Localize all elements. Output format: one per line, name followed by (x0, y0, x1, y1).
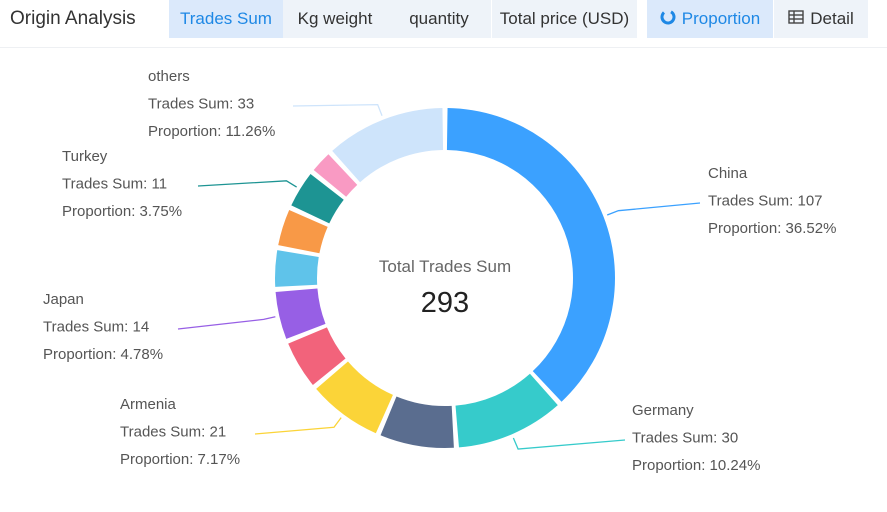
tab-trades-sum[interactable]: Trades Sum (169, 0, 283, 38)
leader-line-china (606, 202, 701, 216)
label-name-japan: Japan (43, 291, 84, 308)
page-title: Origin Analysis (10, 8, 136, 29)
donut-slice-others[interactable] (332, 108, 444, 183)
label-name-armenia: Armenia (120, 396, 177, 413)
tab-detail-label: Detail (810, 9, 854, 28)
leader-line-japan (177, 316, 276, 330)
label-value-others: Trades Sum: 33 (148, 95, 254, 112)
donut-chart: Total Trades Sum 293 China Trades Sum: 107 P… (43, 68, 836, 474)
label-proportion-germany: Proportion: 10.24% (632, 457, 760, 474)
header-bar: Origin Analysis Trades Sum Kg weight qua… (0, 0, 887, 48)
center-label: Total Trades Sum (379, 257, 511, 276)
donut-slice-4[interactable] (288, 327, 346, 385)
tab-proportion-label: Proportion (681, 9, 761, 28)
tab-proportion[interactable]: Proportion (647, 0, 773, 38)
donut-slice-2[interactable] (380, 396, 454, 449)
label-value-turkey: Trades Sum: 11 (62, 175, 167, 192)
tab-kg-weight[interactable]: Kg weight (297, 9, 373, 28)
label-name-china: China (708, 165, 748, 182)
pie-chart-icon (660, 9, 676, 30)
label-proportion-china: Proportion: 36.52% (708, 220, 836, 237)
donut-slice-armenia[interactable] (316, 361, 393, 434)
tab-separator (491, 0, 492, 38)
label-value-china: Trades Sum: 107 (708, 192, 823, 209)
donut-slice-japan[interactable] (275, 288, 326, 339)
label-name-germany: Germany (632, 402, 694, 419)
label-value-armenia: Trades Sum: 21 (120, 423, 226, 440)
table-icon (788, 9, 804, 29)
label-value-germany: Trades Sum: 30 (632, 429, 738, 446)
tab-quantity[interactable]: quantity (409, 9, 469, 28)
label-proportion-armenia: Proportion: 7.17% (120, 451, 240, 468)
donut-slice-7[interactable] (278, 210, 328, 254)
label-value-japan: Trades Sum: 14 (43, 318, 149, 335)
donut-slice-9[interactable] (313, 154, 358, 197)
donut-slice-turkey[interactable] (291, 174, 344, 224)
tab-separator (773, 0, 774, 38)
donut-slice-germany[interactable] (455, 373, 558, 448)
label-name-turkey: Turkey (62, 148, 108, 165)
label-name-others: others (148, 68, 190, 85)
label-proportion-japan: Proportion: 4.78% (43, 346, 163, 363)
tab-detail[interactable]: Detail (774, 0, 868, 38)
label-proportion-turkey: Proportion: 3.75% (62, 203, 182, 220)
view-tab-group: Proportion Detail (647, 0, 868, 38)
leader-line-germany (512, 437, 626, 450)
donut-slice-6[interactable] (275, 250, 319, 287)
donut-slice-china[interactable] (446, 108, 616, 402)
leader-line-turkey (197, 180, 297, 188)
center-total-value: 293 (421, 287, 469, 319)
label-proportion-others: Proportion: 11.26% (148, 123, 275, 140)
metric-tab-group: Trades Sum Kg weight quantity Total pric… (169, 0, 637, 38)
tab-total-price[interactable]: Total price (USD) (499, 9, 630, 28)
leader-line-others (292, 103, 383, 117)
leader-line-armenia (254, 417, 342, 435)
